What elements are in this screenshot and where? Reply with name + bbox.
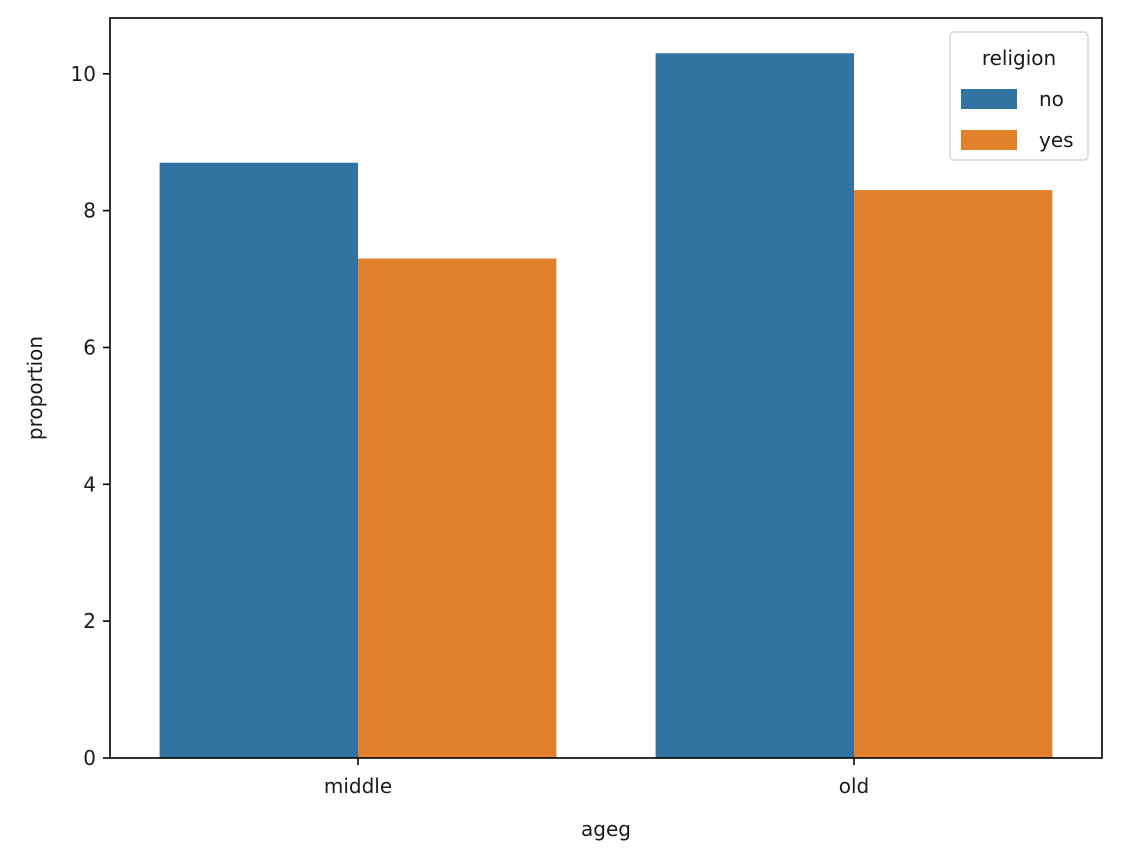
y-axis-label: proportion bbox=[23, 336, 47, 440]
x-tick-label: old bbox=[839, 774, 870, 798]
y-tick-label: 10 bbox=[71, 62, 96, 86]
y-tick-label: 0 bbox=[83, 746, 96, 770]
y-tick-label: 8 bbox=[83, 199, 96, 223]
bars-layer bbox=[159, 53, 1053, 758]
bar-old-yes bbox=[854, 190, 1053, 758]
plot-frame bbox=[109, 17, 1103, 759]
legend-label-yes: yes bbox=[1039, 128, 1074, 152]
legend-label-no: no bbox=[1039, 87, 1064, 111]
legend-entries: no yes bbox=[961, 87, 1074, 152]
y-axis-ticks: 0 2 4 6 8 10 bbox=[71, 62, 110, 770]
bar-middle-yes bbox=[358, 258, 557, 758]
bar-old-no bbox=[655, 53, 854, 758]
x-axis-label: ageg bbox=[581, 817, 631, 841]
legend-title: religion bbox=[982, 46, 1056, 70]
legend: religion no yes bbox=[949, 31, 1089, 161]
legend-box bbox=[949, 31, 1089, 161]
y-tick-label: 4 bbox=[83, 472, 96, 496]
x-tick-label: middle bbox=[324, 774, 392, 798]
y-tick-label: 2 bbox=[83, 609, 96, 633]
legend-swatch-no bbox=[961, 89, 1017, 109]
legend-swatch-yes bbox=[961, 130, 1017, 150]
y-tick-label: 6 bbox=[83, 335, 96, 359]
x-axis-ticks: middle old bbox=[324, 758, 869, 798]
bar-middle-no bbox=[159, 162, 358, 758]
axes-layer bbox=[109, 17, 1103, 759]
